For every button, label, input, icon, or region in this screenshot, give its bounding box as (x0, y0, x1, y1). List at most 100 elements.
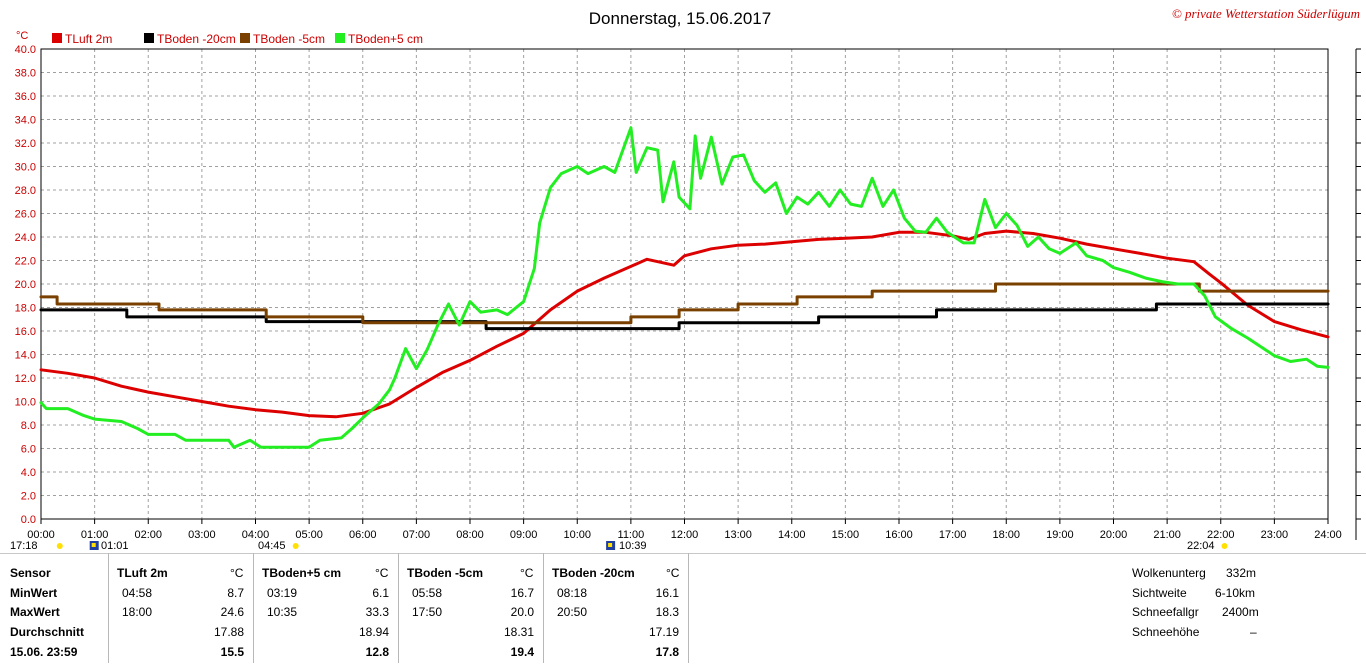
row-label-min: MinWert (10, 586, 58, 600)
chart-grid (40, 48, 1329, 524)
x-tick-label: 19:00 (1046, 529, 1074, 541)
y-tick-label: 22.0 (15, 256, 36, 268)
min-value: 6.1 (372, 586, 389, 600)
x-tick-label: 00:00 (27, 529, 55, 541)
end-value: 17.8 (655, 645, 679, 659)
axis-labels: 0.0 2.0 4.0 6.0 8.0 10.0 12.0 14.0 16.0 18.0 20.0 2… (15, 44, 1342, 541)
sunrise-left-label: 17:18 (10, 540, 38, 552)
min-value: 16.7 (510, 586, 534, 600)
row-label-max: MaxWert (10, 605, 60, 619)
x-tick-label: 03:00 (188, 529, 216, 541)
x-tick-label: 21:00 (1153, 529, 1181, 541)
legend-swatch (144, 33, 154, 43)
moon-rise-label: 10:39 (619, 540, 647, 552)
plot-frame (40, 48, 1329, 520)
col-header: TBoden -5cm (407, 566, 484, 580)
max-value: 24.6 (220, 605, 244, 619)
x-tick-label: 09:00 (510, 529, 538, 541)
max-time: 17:50 (412, 605, 443, 619)
col-unit: °C (230, 566, 244, 580)
avg-value: 18.31 (503, 625, 534, 639)
legend-label: TBoden -20cm (157, 32, 236, 46)
col-header: TBoden+5 cm (262, 566, 342, 580)
series-line-3 (39, 126, 1330, 449)
x-tick-label: 06:00 (349, 529, 377, 541)
min-value: 8.7 (227, 586, 244, 600)
x-tick-label: 02:00 (134, 529, 162, 541)
legend-label: TBoden+5 cm (348, 32, 423, 46)
x-tick-label: 10:00 (563, 529, 591, 541)
y-tick-label: 12.0 (15, 373, 36, 385)
y-tick-label: 38.0 (15, 68, 36, 80)
sun-marker (1221, 543, 1228, 549)
x-tick-label: 05:00 (295, 529, 323, 541)
series-line-0 (39, 229, 1330, 419)
info-visibility-label: Sichtweite (1132, 586, 1187, 600)
info-snowdepth-label: Schneehöhe (1132, 625, 1200, 639)
x-tick-label: 22:00 (1207, 529, 1235, 541)
col-unit: °C (375, 566, 389, 580)
sunrise-label: 04:45 (258, 540, 286, 552)
y-tick-label: 26.0 (15, 209, 36, 221)
min-time: 03:19 (267, 586, 298, 600)
y-tick-label: 14.0 (15, 350, 36, 362)
max-time: 18:00 (122, 605, 153, 619)
y-unit-label: °C (16, 30, 28, 42)
x-tick-label: 04:00 (242, 529, 270, 541)
y-tick-label: 10.0 (15, 397, 36, 409)
series-layer (39, 126, 1330, 449)
y-tick-label: 16.0 (15, 326, 36, 338)
x-tick-label: 23:00 (1261, 529, 1289, 541)
moon-marker-inner (608, 543, 613, 547)
min-time: 08:18 (557, 586, 588, 600)
y-tick-label: 6.0 (21, 444, 36, 456)
col-unit: °C (666, 566, 680, 580)
plot-border (40, 48, 1361, 540)
y-tick-label: 8.0 (21, 420, 36, 432)
row-label-avg: Durchschnitt (10, 625, 85, 639)
info-cloud-value: 332m (1226, 566, 1257, 580)
legend-swatch (240, 33, 250, 43)
info-snowline-label: Schneefallgr (1132, 605, 1199, 619)
y-tick-label: 40.0 (15, 44, 36, 56)
y-tick-label: 0.0 (21, 514, 36, 526)
copyright-note: © private Wetterstation Süderlügum (1172, 6, 1360, 21)
x-tick-label: 08:00 (456, 529, 484, 541)
x-tick-label: 15:00 (832, 529, 860, 541)
y-tick-label: 28.0 (15, 185, 36, 197)
y-tick-label: 32.0 (15, 138, 36, 150)
x-tick-label: 18:00 (992, 529, 1020, 541)
y-tick-label: 2.0 (21, 491, 36, 503)
y-tick-label: 4.0 (21, 467, 36, 479)
x-tick-label: 14:00 (778, 529, 806, 541)
series-line-2 (39, 282, 1330, 325)
x-tick-label: 16:00 (885, 529, 913, 541)
sunset-label: 22:04 (1187, 540, 1215, 552)
legend-label: TLuft 2m (65, 32, 112, 46)
min-time: 04:58 (122, 586, 153, 600)
row-label-sensor: Sensor (10, 566, 51, 580)
temperature-chart: 0.0 2.0 4.0 6.0 8.0 10.0 12.0 14.0 16.0 18.0 20.0 2… (10, 6, 1361, 552)
min-time: 05:58 (412, 586, 443, 600)
moon-set-label: 01:01 (101, 540, 129, 552)
x-tick-label: 07:00 (403, 529, 431, 541)
col-header: TLuft 2m (117, 566, 168, 580)
sun-marker (292, 543, 299, 549)
y-tick-label: 20.0 (15, 279, 36, 291)
y-tick-label: 34.0 (15, 115, 36, 127)
time-markers (56, 541, 1228, 550)
end-value: 19.4 (510, 645, 534, 659)
max-value: 20.0 (510, 605, 534, 619)
max-time: 20:50 (557, 605, 588, 619)
x-tick-label: 01:00 (81, 529, 109, 541)
min-value: 16.1 (655, 586, 679, 600)
avg-value: 18.94 (358, 625, 389, 639)
max-time: 10:35 (267, 605, 298, 619)
y-tick-label: 18.0 (15, 303, 36, 315)
col-unit: °C (520, 566, 534, 580)
avg-value: 17.19 (648, 625, 679, 639)
x-tick-label: 17:00 (939, 529, 967, 541)
x-tick-label: 11:00 (618, 529, 645, 541)
x-tick-label: 13:00 (724, 529, 752, 541)
end-value: 12.8 (365, 645, 389, 659)
